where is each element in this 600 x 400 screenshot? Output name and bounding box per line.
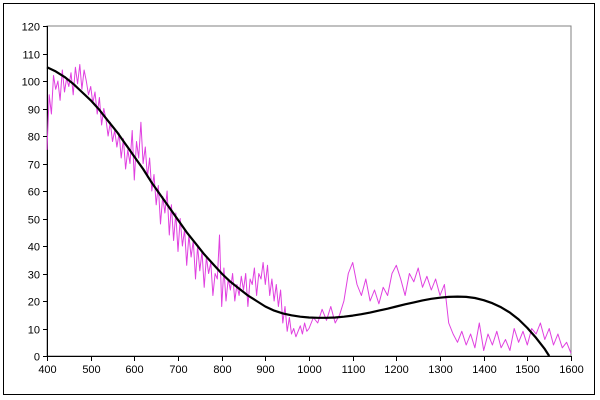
y-tick-label-50: 50 <box>28 215 40 227</box>
y-tick-label-100: 100 <box>22 77 40 89</box>
y-tick-label-90: 90 <box>28 105 40 117</box>
y-tick-label-20: 20 <box>28 297 40 309</box>
x-tick-label-1000: 1000 <box>297 364 321 376</box>
x-tick-label-1600: 1600 <box>559 364 583 376</box>
series-line-trend <box>46 66 551 357</box>
y-tick-label-110: 110 <box>22 50 40 62</box>
y-tick-label-30: 30 <box>28 270 40 282</box>
y-tick-labels: 0 10 20 30 40 50 60 70 80 90 100 110 120 <box>22 22 40 364</box>
x-tick-label-1400: 1400 <box>472 364 496 376</box>
series-lines <box>46 64 572 357</box>
plot-area <box>46 25 572 357</box>
y-tick-label-40: 40 <box>28 242 40 254</box>
y-tick-label-0: 0 <box>34 352 40 364</box>
y-tick-label-10: 10 <box>28 325 40 337</box>
x-tick-label-700: 700 <box>169 364 187 376</box>
x-tick-label-1500: 1500 <box>515 364 539 376</box>
line-chart: 0 10 20 30 40 50 60 70 80 90 100 110 120 400 500 600 70… <box>22 22 584 377</box>
y-tick-label-80: 80 <box>28 132 40 144</box>
x-tick-label-800: 800 <box>213 364 231 376</box>
x-tick-label-400: 400 <box>38 364 56 376</box>
x-tick-label-500: 500 <box>82 364 100 376</box>
x-tick-label-1100: 1100 <box>342 364 366 376</box>
y-tick-label-60: 60 <box>28 187 40 199</box>
axes <box>43 25 572 361</box>
y-tick-label-120: 120 <box>22 22 40 34</box>
y-tick-label-70: 70 <box>28 160 40 172</box>
chart-frame: 0 10 20 30 40 50 60 70 80 90 100 110 120 400 500 600 70… <box>3 3 595 395</box>
series-line-noisy <box>46 64 572 354</box>
x-tick-labels: 400 500 600 700 800 900 1000 1100 1200 1300 1400 15… <box>38 364 583 376</box>
x-tick-label-1300: 1300 <box>428 364 452 376</box>
x-tick-label-900: 900 <box>256 364 274 376</box>
x-tick-label-1200: 1200 <box>384 364 408 376</box>
x-tick-label-600: 600 <box>125 364 143 376</box>
